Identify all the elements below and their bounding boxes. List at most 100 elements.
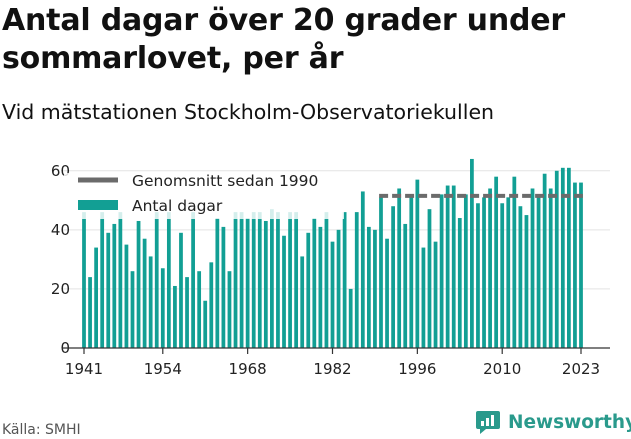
bar-1942 [88, 277, 92, 348]
bar-1976 [294, 212, 299, 348]
bar-1972 [270, 209, 274, 348]
x-tick-label: 2010 [483, 360, 521, 378]
bar-1970 [257, 212, 262, 348]
bar-1998 [427, 209, 432, 348]
brand-logo[interactable]: Newsworthy [475, 408, 631, 436]
bar-1990 [379, 197, 383, 348]
bar-1948 [124, 244, 129, 348]
bar-1968 [245, 218, 250, 348]
bar-1984 [342, 212, 347, 348]
bar-1961 [203, 300, 208, 348]
legend-bar-swatch [78, 200, 118, 210]
bar-2012 [512, 176, 517, 348]
bar-1995 [409, 194, 414, 348]
bar-2007 [482, 197, 486, 348]
bar-1991 [385, 238, 389, 348]
bar-1975 [288, 212, 292, 348]
bar-1954 [160, 268, 165, 348]
bar-2017 [542, 173, 547, 348]
bar-1941 [82, 212, 86, 348]
legend: Genomsnitt sedan 1990 Antal dagar [64, 172, 344, 219]
bar-1963 [215, 218, 220, 348]
bar-1980 [318, 226, 323, 348]
bar-1949 [130, 271, 135, 348]
bar-1996 [415, 179, 420, 348]
chart-speech-bubble-icon [476, 411, 500, 434]
bar-1973 [276, 212, 280, 348]
legend-average-label: Genomsnitt sedan 1990 [132, 172, 318, 190]
bar-1946 [112, 223, 117, 348]
bar-1974 [282, 235, 286, 348]
bar-1971 [263, 220, 268, 348]
bar-1943 [94, 247, 98, 348]
bar-1964 [221, 226, 226, 348]
bar-2003 [457, 218, 462, 348]
bar-1978 [306, 232, 311, 348]
bar-1956 [173, 285, 177, 348]
x-tick-label: 1968 [229, 360, 267, 378]
bar-1967 [239, 212, 244, 348]
bar-1958 [185, 277, 189, 348]
bar-1989 [373, 229, 377, 348]
bar-2022 [573, 182, 577, 348]
bar-1952 [148, 256, 153, 348]
bar-1981 [324, 212, 329, 348]
y-tick-label: 40 [51, 221, 70, 239]
bar-2023 [579, 182, 583, 348]
bar-1944 [100, 212, 105, 348]
x-tick-label: 1941 [65, 360, 103, 378]
bar-1986 [354, 212, 359, 348]
source-note: Källa: SMHI [2, 422, 81, 438]
bar-1969 [251, 212, 256, 348]
bar-1985 [348, 288, 353, 348]
bar-1982 [330, 241, 335, 348]
bar-2008 [488, 188, 492, 348]
bar-2021 [567, 167, 571, 348]
bar-2000 [439, 194, 444, 348]
y-tick-label: 20 [51, 280, 70, 298]
chart-title: Antal dagar över 20 grader under sommarl… [2, 3, 566, 76]
bar-1966 [233, 212, 238, 348]
bar-1977 [300, 256, 305, 348]
bar-2015 [530, 188, 535, 348]
bar-1987 [360, 191, 365, 348]
bar-2005 [470, 158, 474, 348]
bar-1979 [312, 218, 317, 348]
bar-1983 [336, 229, 341, 348]
x-tick-label: 1982 [313, 360, 351, 378]
brand-name: Newsworthy [508, 411, 631, 433]
x-tick-label: 1996 [398, 360, 436, 378]
bar-1951 [142, 238, 147, 348]
bar-2002 [451, 185, 456, 348]
bar-1960 [197, 271, 202, 348]
bar-2014 [524, 215, 529, 348]
bar-2004 [463, 194, 468, 348]
bar-1988 [366, 226, 371, 348]
bar-2016 [536, 197, 541, 348]
x-tick-label: 2023 [562, 360, 600, 378]
bar-1955 [166, 212, 171, 348]
bar-2020 [560, 167, 565, 348]
bar-2019 [554, 170, 559, 348]
bar-2018 [548, 188, 553, 348]
bar-1965 [227, 271, 232, 348]
bar-2011 [506, 197, 511, 348]
bar-1994 [403, 223, 408, 348]
bar-1997 [421, 247, 426, 348]
bar-1957 [179, 232, 183, 348]
bar-2010 [500, 203, 505, 348]
bar-1999 [433, 241, 438, 348]
bar-1959 [191, 212, 195, 348]
bar-2006 [476, 203, 480, 348]
chart-subtitle: Vid mätstationen Stockholm-Observatoriek… [2, 100, 495, 124]
legend-bar-label: Antal dagar [132, 197, 223, 215]
bar-2009 [494, 176, 499, 348]
bar-1993 [397, 188, 402, 348]
bar-1950 [136, 220, 141, 348]
bar-1992 [391, 206, 395, 348]
bar-1962 [209, 262, 214, 348]
bar-1947 [118, 212, 123, 348]
bar-2001 [445, 185, 450, 348]
x-tick-label: 1954 [144, 360, 182, 378]
